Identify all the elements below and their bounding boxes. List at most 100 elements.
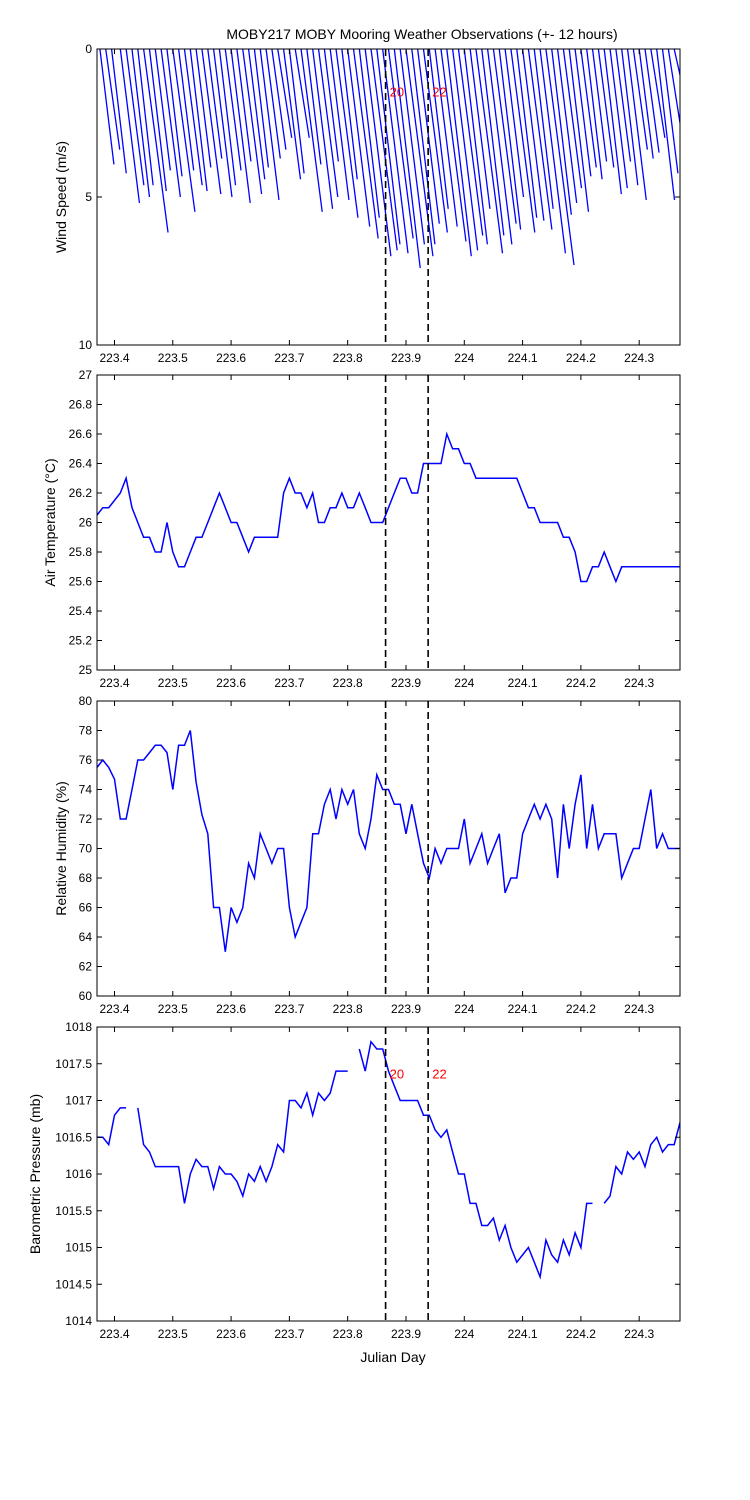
wind-barb bbox=[446, 49, 472, 257]
pressure-x-tick-label: 223.4 bbox=[99, 1327, 129, 1341]
wind-y-tick-label: 0 bbox=[85, 42, 92, 56]
wind-annotation: 20 bbox=[390, 84, 404, 99]
wind-barb bbox=[166, 49, 183, 177]
wind-barb bbox=[510, 49, 536, 233]
wind-x-tick-label: 223.8 bbox=[333, 351, 363, 365]
wind-barb bbox=[110, 49, 127, 174]
wind-barb bbox=[632, 49, 649, 150]
pressure-x-tick-label: 224.2 bbox=[566, 1327, 596, 1341]
air-temp-plot-area bbox=[97, 375, 680, 670]
wind-barb bbox=[451, 49, 479, 251]
wind-barb bbox=[148, 49, 167, 192]
wind-y-axis-label: Wind Speed (m/s) bbox=[53, 141, 69, 253]
wind-barb bbox=[562, 49, 583, 189]
air-temp-y-tick-label: 25 bbox=[79, 663, 93, 677]
wind-barb bbox=[533, 49, 554, 209]
pressure-y-tick-label: 1016 bbox=[65, 1167, 92, 1181]
humidity-y-tick-label: 78 bbox=[79, 724, 93, 738]
wind-barb bbox=[498, 49, 522, 230]
air-temp-x-tick-label: 223.8 bbox=[333, 676, 363, 690]
pressure-y-tick-label: 1018 bbox=[65, 1020, 92, 1034]
humidity-x-tick-label: 223.8 bbox=[333, 1002, 363, 1016]
wind-barb bbox=[312, 49, 334, 209]
humidity-y-axis-label: Relative Humidity (%) bbox=[53, 781, 69, 916]
wind-barb bbox=[644, 49, 660, 153]
wind-barb bbox=[142, 49, 169, 233]
wind-barb bbox=[370, 49, 398, 251]
wind-barb bbox=[352, 49, 379, 239]
air-temp-y-tick-label: 25.8 bbox=[69, 545, 93, 559]
wind-barb bbox=[656, 49, 676, 201]
wind-x-tick-label: 223.7 bbox=[274, 351, 304, 365]
air-temp-x-tick-label: 224.3 bbox=[624, 676, 654, 690]
wind-barb bbox=[329, 49, 350, 201]
wind-barb bbox=[125, 49, 145, 186]
wind-barb bbox=[615, 49, 632, 162]
pressure-series-line bbox=[97, 1107, 127, 1147]
air-temp-x-tick-label: 223.6 bbox=[216, 676, 246, 690]
wind-barb bbox=[574, 49, 592, 177]
humidity-panel: 223.4 223.5 223.6 223.7 223.8 223.9 224 224.1 22… bbox=[53, 694, 681, 1016]
wind-barb bbox=[457, 49, 484, 236]
wind-barb bbox=[189, 49, 208, 192]
wind-barb bbox=[539, 49, 567, 254]
air-temp-x-tick-label: 224 bbox=[454, 676, 474, 690]
air-temp-y-tick-label: 27 bbox=[79, 368, 93, 382]
pressure-series-line bbox=[603, 1122, 680, 1204]
air-temp-panel: 223.4 223.5 223.6 223.7 223.8 223.9 224 224.1 22… bbox=[42, 368, 681, 690]
humidity-y-tick-label: 74 bbox=[79, 783, 93, 797]
wind-barb bbox=[463, 49, 489, 245]
wind-x-tick-label: 223.4 bbox=[99, 351, 129, 365]
air-temp-x-tick-label: 223.9 bbox=[391, 676, 421, 690]
wind-barb bbox=[475, 49, 504, 254]
wind-barb bbox=[609, 49, 628, 189]
air-temp-y-tick-label: 26 bbox=[79, 516, 93, 530]
air-temp-x-tick-label: 223.4 bbox=[99, 676, 129, 690]
humidity-x-tick-label: 223.5 bbox=[158, 1002, 188, 1016]
air-temp-x-tick-label: 224.1 bbox=[508, 676, 538, 690]
wind-barb bbox=[230, 49, 251, 204]
pressure-annotation: 22 bbox=[432, 1066, 446, 1081]
wind-barb bbox=[294, 49, 310, 138]
air-temp-series-line bbox=[97, 431, 680, 584]
air-temp-y-axis-label: Air Temperature (°C) bbox=[42, 458, 58, 586]
wind-barb bbox=[399, 49, 426, 245]
wind-barb bbox=[265, 49, 281, 159]
wind-barb bbox=[568, 49, 590, 212]
wind-annotation: 22 bbox=[432, 84, 446, 99]
humidity-y-tick-label: 66 bbox=[79, 901, 93, 915]
wind-x-tick-label: 223.5 bbox=[158, 351, 188, 365]
humidity-x-tick-label: 224.1 bbox=[508, 1002, 538, 1016]
wind-barb bbox=[667, 49, 680, 128]
pressure-y-tick-label: 1015.5 bbox=[55, 1204, 92, 1218]
air-temp-y-tick-label: 25.4 bbox=[69, 604, 93, 618]
wind-barb bbox=[551, 49, 572, 215]
wind-barb bbox=[527, 49, 553, 230]
air-temp-x-tick-label: 224.2 bbox=[566, 676, 596, 690]
wind-x-tick-label: 224.1 bbox=[508, 351, 538, 365]
humidity-series-line bbox=[97, 730, 680, 952]
humidity-x-tick-label: 223.9 bbox=[391, 1002, 421, 1016]
wind-barb bbox=[218, 49, 237, 186]
wind-barb bbox=[411, 49, 436, 245]
air-temp-y-tick-label: 26.4 bbox=[69, 457, 93, 471]
pressure-x-tick-label: 224.3 bbox=[624, 1327, 654, 1341]
wind-barb bbox=[341, 49, 358, 180]
wind-plot-area: 20 22 bbox=[99, 49, 680, 345]
wind-barb bbox=[224, 49, 242, 171]
humidity-x-tick-label: 224 bbox=[454, 1002, 474, 1016]
pressure-x-tick-label: 223.7 bbox=[274, 1327, 304, 1341]
humidity-x-tick-label: 224.3 bbox=[624, 1002, 654, 1016]
pressure-series-line bbox=[137, 1070, 348, 1204]
wind-barb bbox=[469, 49, 491, 209]
wind-y-tick-label: 5 bbox=[85, 190, 92, 204]
wind-barb bbox=[236, 49, 252, 162]
wind-barb bbox=[504, 49, 525, 198]
wind-barb bbox=[591, 49, 608, 162]
wind-barb bbox=[376, 49, 401, 245]
humidity-y-tick-label: 68 bbox=[79, 871, 93, 885]
wind-barb bbox=[335, 49, 359, 218]
wind-barb bbox=[253, 49, 270, 168]
